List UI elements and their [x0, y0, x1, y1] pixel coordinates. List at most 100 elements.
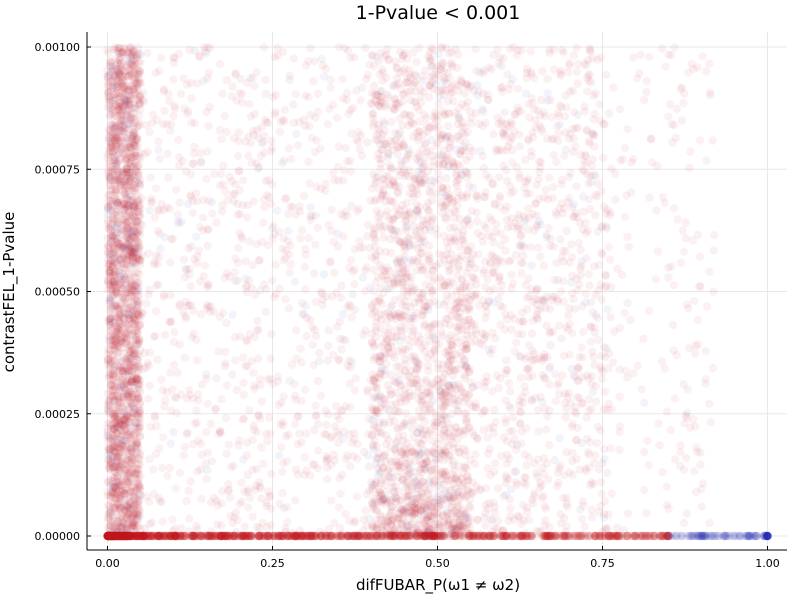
data-point [164, 173, 172, 181]
data-point [265, 176, 273, 184]
data-point [423, 388, 431, 396]
data-point [167, 440, 175, 448]
data-point [113, 160, 121, 168]
data-point [241, 137, 249, 145]
data-point [381, 450, 389, 458]
data-point [233, 277, 241, 285]
data-point [413, 494, 421, 502]
data-point [180, 255, 188, 263]
data-point [135, 179, 143, 187]
data-point [250, 426, 258, 434]
data-point [371, 412, 379, 420]
data-point [116, 441, 124, 449]
data-point [323, 455, 331, 463]
data-point [420, 111, 428, 119]
data-point [188, 333, 196, 341]
data-point [453, 338, 461, 346]
data-point [160, 85, 168, 93]
data-point [135, 297, 143, 305]
data-point [126, 175, 134, 183]
data-point [267, 137, 275, 145]
data-point [166, 258, 174, 266]
data-point [136, 211, 144, 219]
data-point [128, 157, 136, 165]
data-point [432, 69, 440, 77]
data-point [412, 58, 420, 66]
data-point [290, 380, 298, 388]
data-point [368, 431, 376, 439]
data-point [156, 155, 164, 163]
data-point [262, 430, 270, 438]
data-point [154, 137, 162, 145]
data-point [453, 63, 461, 71]
data-point [324, 342, 332, 350]
data-point [431, 476, 439, 484]
data-point [270, 293, 278, 301]
data-point [372, 323, 380, 331]
data-point [396, 128, 404, 136]
data-point [304, 93, 312, 101]
data-point [403, 222, 411, 230]
data-point [112, 90, 120, 98]
data-point [274, 401, 282, 409]
data-point [381, 276, 389, 284]
data-point [454, 87, 462, 95]
data-point [260, 148, 268, 156]
data-point [259, 137, 267, 145]
data-point [110, 45, 118, 53]
data-point [161, 396, 169, 404]
data-point [159, 433, 167, 441]
data-point [409, 327, 417, 335]
data-point [335, 143, 343, 151]
data-point [386, 303, 394, 311]
data-point [426, 494, 434, 502]
data-point [290, 54, 298, 62]
data-point [312, 212, 320, 220]
data-point [152, 281, 160, 289]
data-point [327, 497, 335, 505]
data-point [137, 79, 145, 87]
data-point [307, 203, 315, 211]
data-point [336, 490, 344, 498]
data-point [403, 199, 411, 207]
data-point [114, 167, 122, 175]
data-point [375, 247, 383, 255]
data-point [272, 91, 280, 99]
data-point [130, 494, 138, 502]
data-point [399, 67, 407, 75]
data-point [136, 321, 144, 329]
data-point [168, 515, 176, 523]
data-point [339, 75, 347, 83]
data-point [447, 85, 455, 93]
data-point [439, 471, 447, 479]
data-point [132, 461, 140, 469]
data-point [129, 260, 137, 268]
data-point [306, 471, 314, 479]
data-point [238, 497, 246, 505]
data-point [250, 131, 258, 139]
data-point [126, 347, 134, 355]
data-point [202, 459, 210, 467]
data-point [399, 267, 407, 275]
data-point [118, 343, 126, 351]
data-point [447, 250, 455, 258]
data-point [382, 440, 390, 448]
data-point [123, 513, 131, 521]
data-point [422, 153, 430, 161]
data-point [244, 503, 252, 511]
data-point [376, 374, 384, 382]
data-point [185, 386, 193, 394]
data-point [110, 108, 118, 116]
data-point [222, 128, 230, 136]
data-point [343, 157, 351, 165]
data-point [444, 455, 452, 463]
data-point [241, 523, 249, 531]
data-point [382, 431, 390, 439]
data-point [349, 104, 357, 112]
data-point [189, 209, 197, 217]
data-point [348, 313, 356, 321]
data-point [238, 90, 246, 98]
data-point [438, 188, 446, 196]
data-point [338, 471, 346, 479]
data-point [279, 459, 287, 467]
